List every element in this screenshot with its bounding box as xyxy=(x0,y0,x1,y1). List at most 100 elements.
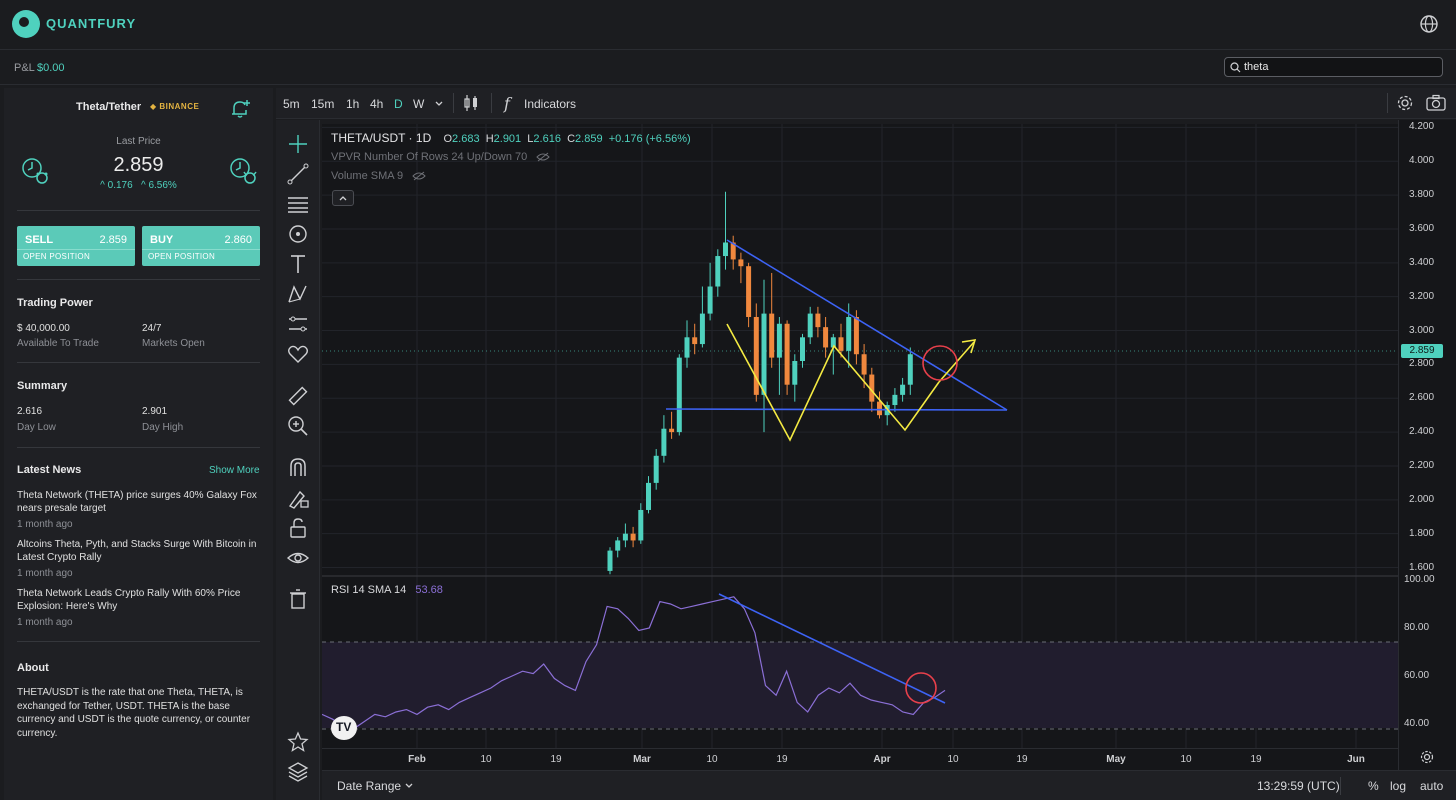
candle-body xyxy=(892,394,898,406)
candle-body xyxy=(684,337,690,358)
rsi-marker-circle[interactable] xyxy=(905,672,937,704)
candle-body xyxy=(646,482,651,510)
pnl-value: $0.00 xyxy=(37,62,65,74)
settings-gear-icon[interactable] xyxy=(1396,94,1414,112)
circle-tool-icon[interactable] xyxy=(286,222,310,246)
horizontal-lines-icon[interactable] xyxy=(286,192,310,216)
sell-button[interactable]: SELL 2.859 OPEN POSITION xyxy=(17,226,135,266)
ruler-icon[interactable] xyxy=(286,384,310,408)
eye-icon[interactable] xyxy=(286,546,310,570)
camera-icon[interactable] xyxy=(1426,94,1446,112)
heart-icon[interactable] xyxy=(286,342,310,366)
bull-clock-icon[interactable] xyxy=(228,156,258,186)
timeframe-1h[interactable]: 1h xyxy=(346,97,360,111)
time-tick-label: 19 xyxy=(1250,754,1262,765)
markets-hours-label: Markets Open xyxy=(142,338,205,349)
candle-body xyxy=(669,428,675,433)
trash-icon[interactable] xyxy=(286,587,310,611)
auto-scale-toggle[interactable]: auto xyxy=(1420,779,1444,793)
price-tick-label: 2.800 xyxy=(1409,358,1435,370)
descending-trendline[interactable] xyxy=(726,239,1008,411)
indicators-fx-icon[interactable]: f xyxy=(504,94,510,113)
layers-icon[interactable] xyxy=(286,760,310,784)
support-line[interactable] xyxy=(665,408,1008,411)
news-item-time: 1 month ago xyxy=(17,617,73,628)
buy-divider xyxy=(142,249,260,250)
timeframe-15m[interactable]: 15m xyxy=(311,97,335,111)
timeframe-w[interactable]: W xyxy=(413,97,425,111)
log-scale-toggle[interactable]: log xyxy=(1390,779,1407,793)
star-icon[interactable] xyxy=(286,730,310,754)
candle-body xyxy=(638,509,644,541)
text-tool-icon[interactable] xyxy=(286,252,310,276)
globe-icon[interactable] xyxy=(1419,14,1439,34)
show-more-link[interactable]: Show More xyxy=(209,465,260,476)
candle-body xyxy=(707,286,713,314)
candle-body xyxy=(699,313,705,345)
buy-button[interactable]: BUY 2.860 OPEN POSITION xyxy=(142,226,260,266)
add-alert-bell-icon[interactable] xyxy=(228,97,252,121)
news-item-title[interactable]: Theta Network (THETA) price surges 40% G… xyxy=(17,490,257,514)
rsi-legend: RSI 14 SMA 14 53.68 xyxy=(331,584,443,596)
eye-hidden-icon[interactable] xyxy=(412,171,426,181)
tradingview-logo-icon[interactable]: TV xyxy=(331,716,357,740)
candle-body xyxy=(784,323,790,385)
timeframe-5m[interactable]: 5m xyxy=(283,97,300,111)
chevron-down-icon[interactable] xyxy=(434,100,444,108)
candle-body xyxy=(769,313,775,358)
axis-settings-gear-icon[interactable] xyxy=(1420,750,1434,764)
time-axis[interactable]: Feb 10 19 Mar 10 19 Apr 10 19 May 10 19 Jun xyxy=(322,748,1398,770)
chevron-down-icon[interactable] xyxy=(404,782,414,790)
search-box[interactable] xyxy=(1224,57,1443,77)
drawing-toolbar xyxy=(276,120,320,800)
legend-symbol: THETA/USDT · 1D xyxy=(331,131,432,145)
lock-drawing-icon[interactable] xyxy=(286,486,310,510)
vpvr-legend[interactable]: VPVR Number Of Rows 24 Up/Down 70 xyxy=(331,151,551,163)
news-item-title[interactable]: Theta Network Leads Crypto Rally With 60… xyxy=(17,588,241,612)
summary-title: Summary xyxy=(17,380,68,392)
news-item-title[interactable]: Altcoins Theta, Pyth, and Stacks Surge W… xyxy=(17,539,257,563)
day-low-label: Day Low xyxy=(17,422,56,433)
price-change-pct: ^ 6.56% xyxy=(141,180,177,191)
price-chart[interactable] xyxy=(322,124,1398,770)
price-tick-label: 4.000 xyxy=(1409,155,1435,167)
rsi-trendline[interactable] xyxy=(718,593,946,704)
sell-label: SELL xyxy=(25,234,54,246)
legend-change: +0.176 (+6.56%) xyxy=(608,133,691,145)
magnet-icon[interactable] xyxy=(286,456,310,480)
indicators-button[interactable]: Indicators xyxy=(524,97,577,111)
trendline-icon[interactable] xyxy=(286,162,310,186)
eye-hidden-icon[interactable] xyxy=(536,152,551,162)
breakout-marker-circle[interactable] xyxy=(922,345,958,381)
chart-area[interactable]: THETA/USDT · 1D O2.683 H2.901 L2.616 C2.… xyxy=(322,124,1398,770)
percent-scale-toggle[interactable]: % xyxy=(1368,779,1379,793)
timeframe-d[interactable]: D xyxy=(394,97,403,111)
legend-low: 2.616 xyxy=(533,133,561,145)
collapse-legend-button[interactable] xyxy=(332,190,354,206)
volume-legend[interactable]: Volume SMA 9 xyxy=(331,170,426,182)
instrument-pair: Theta/Tether xyxy=(76,101,142,113)
zoom-in-icon[interactable] xyxy=(286,414,310,438)
bear-clock-icon[interactable] xyxy=(20,156,50,186)
instrument-panel: Theta/Tether ◆ BINANCE Last Price 2.859 … xyxy=(4,88,273,800)
price-axis[interactable]: 4.200 4.000 3.800 3.600 3.400 3.200 3.000 2.800… xyxy=(1398,120,1456,770)
candles-style-icon[interactable] xyxy=(463,94,479,112)
sell-price: 2.859 xyxy=(99,234,127,246)
timeframe-4h[interactable]: 4h xyxy=(370,97,384,111)
measure-range-icon[interactable] xyxy=(286,312,310,336)
markets-hours: 24/7 xyxy=(142,323,162,334)
double-bottom-pattern[interactable] xyxy=(726,323,940,442)
search-input[interactable] xyxy=(1244,60,1434,74)
time-tick-label: Mar xyxy=(633,754,651,765)
exchange-badge: ◆ BINANCE xyxy=(150,102,200,111)
candle-body xyxy=(838,337,844,351)
quantfury-logo-icon[interactable] xyxy=(12,10,40,38)
utc-clock[interactable]: 13:29:59 (UTC) xyxy=(1257,779,1340,793)
time-tick-label: 10 xyxy=(480,754,492,765)
pattern-tool-icon[interactable] xyxy=(286,282,310,306)
candle-body xyxy=(715,256,721,287)
unlock-icon[interactable] xyxy=(286,516,310,540)
date-range-button[interactable]: Date Range xyxy=(337,779,402,793)
crosshair-icon[interactable] xyxy=(286,132,310,156)
rsi-line xyxy=(322,596,946,730)
